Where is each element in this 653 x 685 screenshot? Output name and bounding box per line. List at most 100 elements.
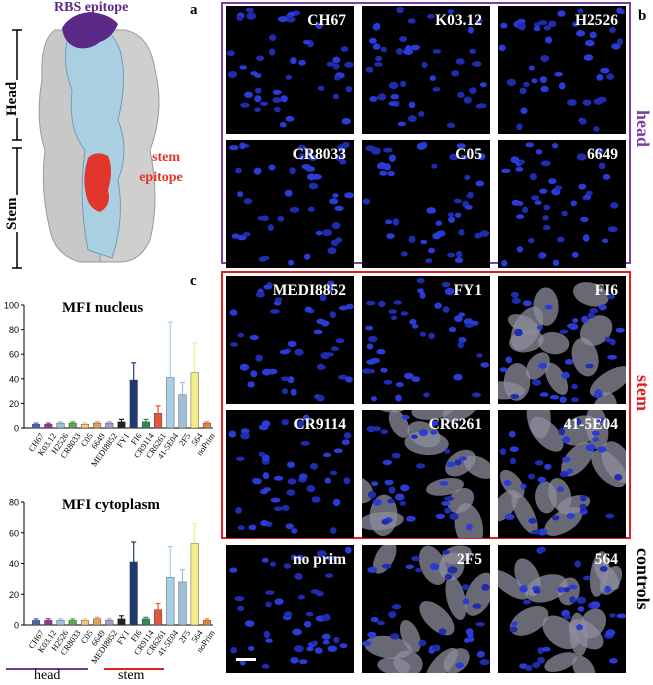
bar [190, 543, 199, 626]
micrograph-image [362, 141, 490, 264]
bar [190, 372, 199, 429]
micrograph-label: 6649 [587, 146, 618, 163]
stem-legend-label: stem [118, 668, 145, 683]
y-tick-label: 20 [9, 590, 19, 600]
micrograph-tile: no prim [226, 545, 354, 673]
mfi-cytoplasm-chart: 020406080CH67K03.12H2526CR8033C056649MED… [9, 498, 215, 666]
bar [44, 620, 53, 626]
bar [80, 620, 89, 626]
micrograph-tile: CR9114 [226, 410, 354, 538]
y-tick-label: 20 [9, 399, 19, 409]
cytoplasm-chart-title: MFI cytoplasm [62, 497, 160, 513]
head-legend-label: head [34, 668, 61, 683]
y-tick-label: 40 [9, 374, 19, 384]
micrograph-label: no prim [293, 551, 346, 568]
micrograph-tile: CR6261 [362, 410, 490, 538]
micrograph-label: 2F5 [457, 551, 482, 568]
micrograph-image [498, 282, 626, 404]
bar [56, 422, 65, 429]
panel-letter-a: a [190, 2, 198, 18]
bar [129, 379, 138, 429]
stem-epitope-label-2: epitope [139, 170, 183, 185]
mfi-nucleus-chart: 020406080100CH67K03.12H2526CR8033C056649… [4, 301, 215, 469]
rbs-epitope-shape [62, 12, 118, 49]
bar [141, 618, 150, 626]
bar [166, 577, 175, 626]
micrograph-image [365, 6, 487, 129]
bar [93, 618, 102, 626]
micrograph-label: CR6261 [428, 416, 482, 433]
bar [32, 424, 41, 429]
controls-group-label: controls [633, 548, 653, 610]
micrograph-image [362, 545, 490, 673]
bar [141, 421, 150, 429]
bar [154, 609, 163, 626]
micrograph-image [226, 7, 354, 128]
head-domain-label: Head [4, 79, 21, 118]
micrograph-image [362, 277, 490, 402]
micrograph-label: K03.12 [435, 12, 482, 29]
micrograph-tile: FI6 [498, 276, 626, 404]
head-group-label: head [633, 110, 653, 148]
micrograph-tile: 6649 [498, 140, 626, 268]
bar [80, 424, 89, 429]
stem-domain-label: Stem [4, 195, 21, 232]
stem-group-label: stem [633, 375, 653, 411]
micrograph-label: FI6 [594, 282, 618, 299]
y-tick-label: 60 [9, 528, 19, 538]
panel-letter-b: b [638, 8, 647, 24]
micrograph-tile: FY1 [362, 276, 490, 404]
micrograph-label: C05 [455, 146, 482, 163]
bar [202, 422, 211, 429]
micrograph-image [498, 546, 626, 673]
micrograph-label: CR8033 [292, 146, 346, 163]
bar [154, 413, 163, 429]
bar [117, 618, 126, 626]
micrograph-image [498, 410, 626, 536]
micrograph-tile: C05 [362, 140, 490, 268]
y-tick-label: 100 [4, 301, 19, 311]
bar [44, 424, 53, 429]
panel-letter-c: c [190, 273, 197, 289]
micrograph-tile: MEDI8852 [226, 276, 354, 404]
head-legend-line [6, 668, 88, 670]
micrograph-tile: 564 [498, 545, 626, 673]
scale-bar [236, 658, 256, 661]
y-tick-label: 0 [14, 424, 19, 434]
stem-legend-line [104, 668, 164, 670]
y-tick-label: 0 [14, 621, 19, 631]
micrograph-image [229, 280, 354, 402]
nucleus-chart-title: MFI nucleus [62, 300, 144, 316]
micrograph-tile: H2526 [498, 6, 626, 134]
stem-group-frame [221, 271, 631, 539]
bar [178, 394, 187, 429]
micrograph-tile: 2F5 [362, 545, 490, 673]
y-tick-label: 80 [9, 325, 19, 335]
bar [105, 422, 114, 429]
micrograph-tile: CR8033 [226, 140, 354, 268]
micrograph-label: 41-5E04 [563, 416, 618, 433]
micrograph-image [228, 414, 352, 534]
micrograph-label: CR9114 [293, 416, 346, 433]
ha-structure-panel: Head Stem RBS epitope stem epitope [0, 0, 190, 280]
bar [68, 422, 77, 429]
bar [129, 561, 138, 626]
y-tick-label: 60 [9, 350, 19, 360]
bar [56, 620, 65, 626]
bar [32, 620, 41, 626]
bar [166, 377, 175, 429]
stem-epitope-label-1: stem [152, 150, 180, 165]
micrograph-image [229, 546, 352, 669]
bar [178, 581, 187, 626]
micrograph-tile: CH67 [226, 6, 354, 134]
micrograph-tile: 41-5E04 [498, 410, 626, 538]
micrograph-label: MEDI8852 [272, 282, 346, 299]
bar [93, 422, 102, 429]
micrograph-label: FY1 [453, 282, 482, 299]
bar [117, 421, 126, 429]
ha-structure-image [12, 12, 160, 269]
micrograph-label: H2526 [574, 12, 618, 29]
bar [105, 620, 114, 626]
micrograph-image [498, 7, 625, 132]
micrograph-label: CH67 [307, 12, 346, 29]
